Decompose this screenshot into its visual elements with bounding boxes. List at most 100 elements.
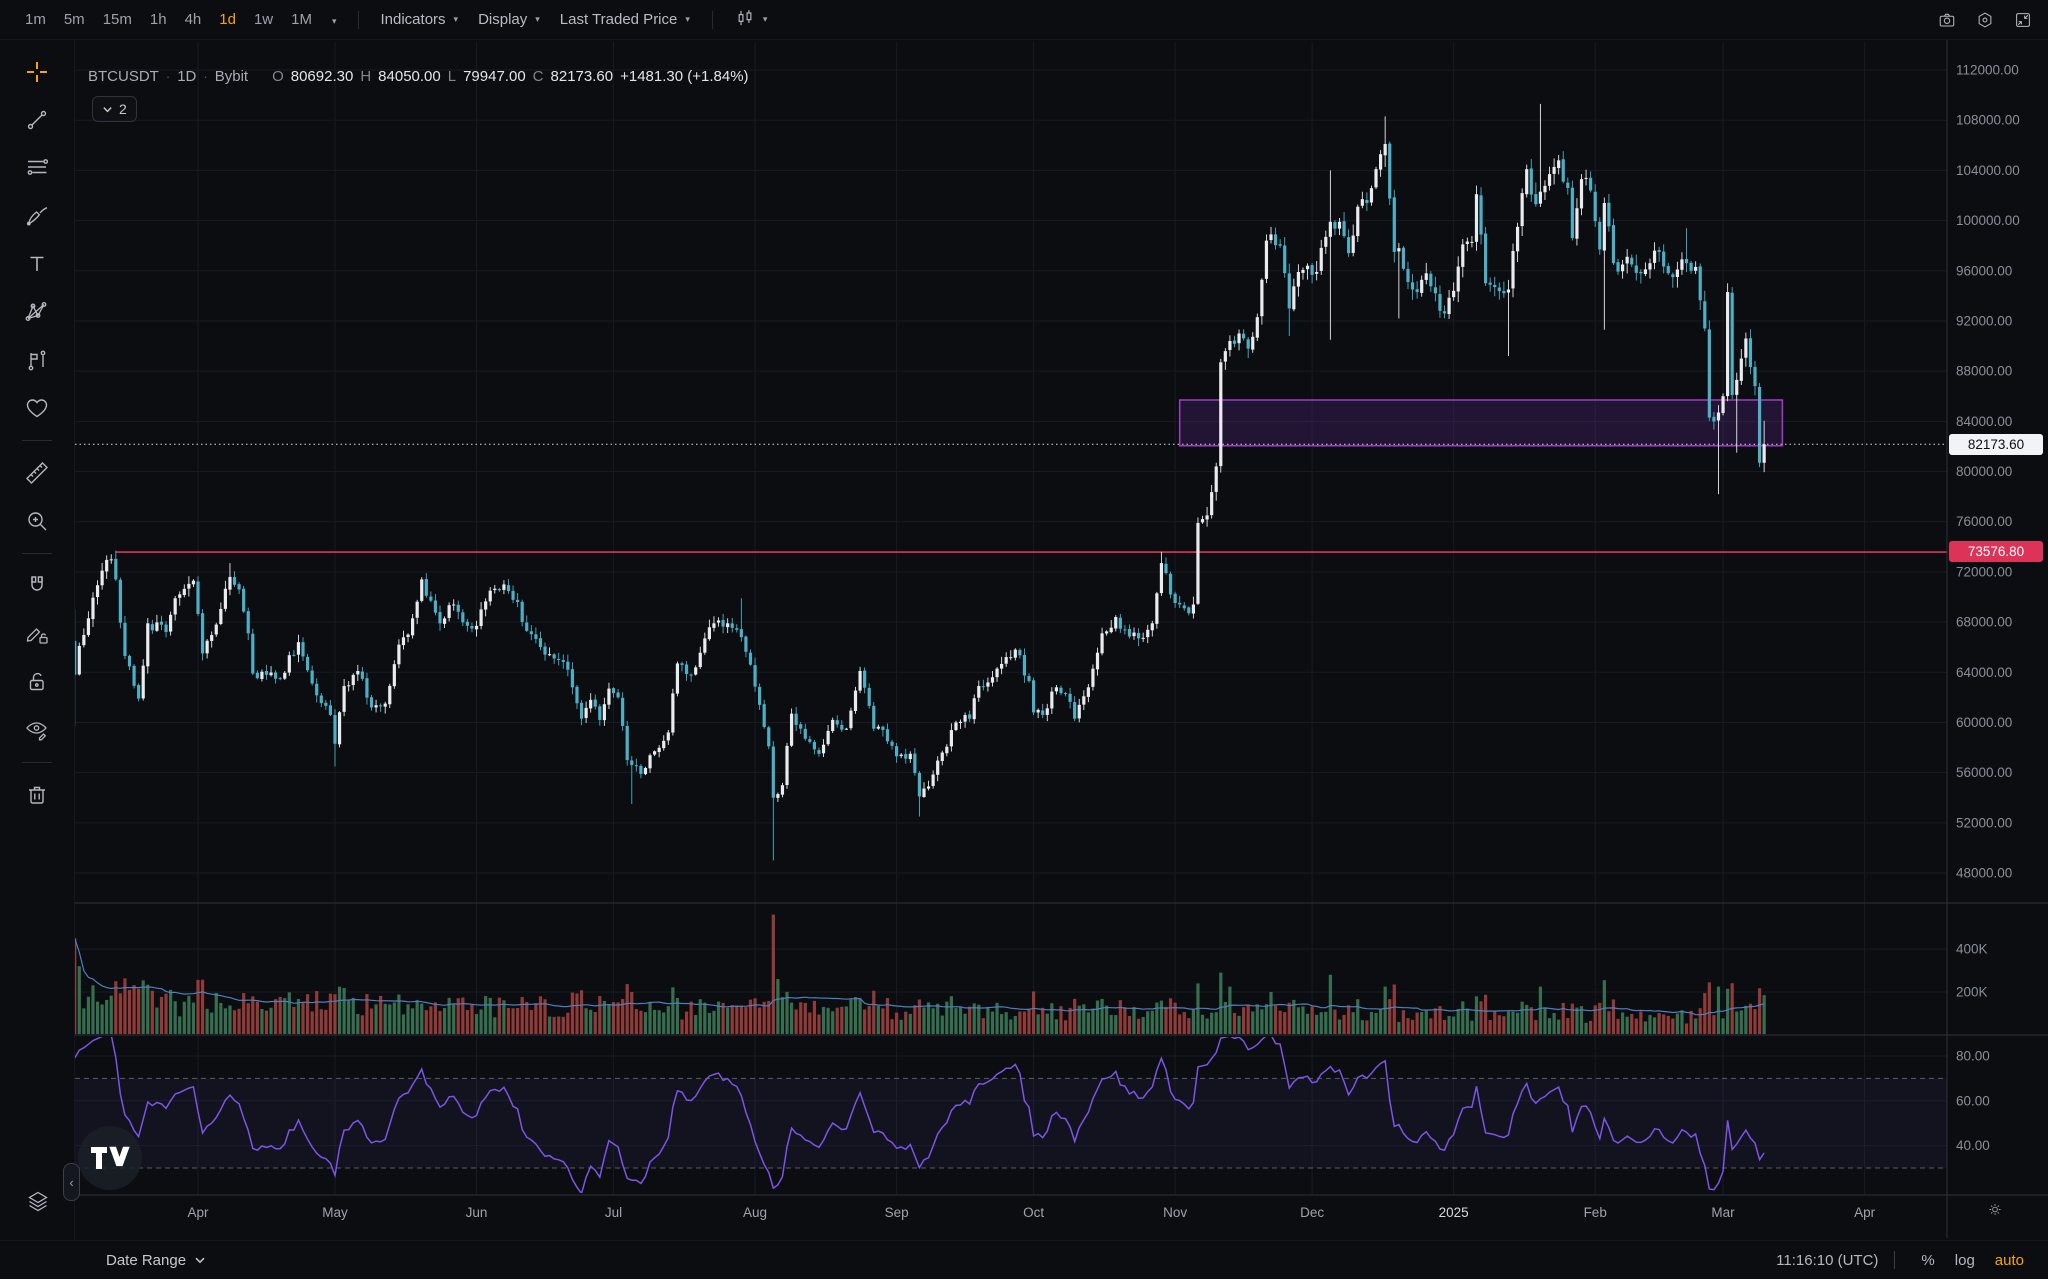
screenshot-camera-button[interactable] xyxy=(1932,5,1962,35)
display-button[interactable]: Display ▾ xyxy=(468,8,550,31)
clock-utc[interactable]: 11:16:10 (UTC) xyxy=(1776,1251,1879,1269)
timeframe-button-1M[interactable]: 1M xyxy=(282,8,321,31)
svg-text:80000.00: 80000.00 xyxy=(1956,464,2012,479)
svg-text:108000.00: 108000.00 xyxy=(1956,113,2020,128)
trend-line-tool-button[interactable] xyxy=(15,98,59,142)
timeframe-button-1m[interactable]: 1m xyxy=(16,8,55,31)
pane-borders xyxy=(0,40,2048,1238)
price-mode-label: Last Traded Price xyxy=(559,11,678,28)
svg-text:Aug: Aug xyxy=(743,1205,767,1220)
drawing-mode-lock-button[interactable] xyxy=(15,612,59,656)
display-label: Display xyxy=(478,11,528,28)
magnet-mode-button[interactable] xyxy=(15,564,59,608)
svg-text:52000.00: 52000.00 xyxy=(1956,815,2012,830)
chevron-down-icon: ▾ xyxy=(535,14,540,24)
zoom-in-tool-button[interactable] xyxy=(15,499,59,543)
svg-text:Apr: Apr xyxy=(187,1205,209,1220)
timeframe-button-1h[interactable]: 1h xyxy=(141,8,176,31)
zone-rectangle-drawing xyxy=(1178,399,1784,447)
percent-scale-button[interactable]: % xyxy=(1911,1250,1944,1271)
svg-text:200K: 200K xyxy=(1956,985,1988,1000)
svg-text:72000.00: 72000.00 xyxy=(1956,564,2012,579)
emoji-heart-tool-button[interactable] xyxy=(15,386,59,430)
svg-text:Jun: Jun xyxy=(466,1205,488,1220)
volume-ma-line xyxy=(75,938,1765,1016)
toolbar-divider xyxy=(1894,1251,1896,1269)
crosshair-tool-button[interactable] xyxy=(15,50,59,94)
svg-text:Sep: Sep xyxy=(885,1205,909,1220)
indicator-count-badge[interactable]: 2 xyxy=(92,96,137,122)
timeframe-button-5m[interactable]: 5m xyxy=(55,8,94,31)
chart-style-button[interactable]: ▾ xyxy=(725,5,778,35)
price-mode-button[interactable]: Last Traded Price ▾ xyxy=(550,8,700,31)
chevron-down-icon: ▾ xyxy=(453,14,459,24)
axis-settings-sun-icon[interactable] xyxy=(1982,1196,2008,1222)
chevron-down-icon: ▾ xyxy=(685,14,690,24)
collapse-pane-button[interactable]: ‹ xyxy=(63,1163,80,1201)
svg-text:88000.00: 88000.00 xyxy=(1956,364,2012,379)
toolbar-divider xyxy=(22,553,52,554)
last-price-axis-label: 82173.60 xyxy=(1949,434,2043,455)
hide-drawings-eye-button[interactable] xyxy=(15,708,59,752)
timeframe-group: 1m 5m 15m 1h 4h 1d 1w 1M xyxy=(16,8,321,31)
svg-text:56000.00: 56000.00 xyxy=(1956,765,2012,780)
chevron-down-icon: ▾ xyxy=(762,14,768,24)
svg-text:64000.00: 64000.00 xyxy=(1956,665,2012,680)
ohlc-open-value: 80692.30 xyxy=(290,68,354,85)
date-range-label: Date Range xyxy=(106,1251,187,1269)
lock-all-drawings-button[interactable] xyxy=(15,660,59,704)
svg-text:Feb: Feb xyxy=(1584,1205,1607,1220)
svg-text:112000.00: 112000.00 xyxy=(1956,63,2019,78)
legend-separator: · xyxy=(203,69,208,84)
date-range-button[interactable]: Date Range xyxy=(100,1251,212,1270)
object-tree-layers-button[interactable] xyxy=(16,1180,60,1224)
grid-layer xyxy=(75,42,1947,1195)
chevron-down-icon xyxy=(103,106,112,112)
log-scale-button[interactable]: log xyxy=(1945,1250,1985,1271)
svg-text:2025: 2025 xyxy=(1439,1205,1469,1220)
symbol-legend[interactable]: BTCUSDT · 1D · Bybit O 80692.30 H 84050.00… xyxy=(88,68,749,85)
svg-text:60000.00: 60000.00 xyxy=(1956,715,2012,730)
measure-ruler-tool-button[interactable] xyxy=(15,451,59,495)
indicators-button[interactable]: Indicators ▾ xyxy=(371,8,469,31)
svg-text:Jul: Jul xyxy=(605,1205,622,1220)
volume-layer xyxy=(75,914,1766,1034)
svg-text:68000.00: 68000.00 xyxy=(1956,615,2012,630)
drawing-toolbar xyxy=(0,40,75,1240)
timeframe-button-1w[interactable]: 1w xyxy=(245,8,282,31)
chevron-down-icon: ▾ xyxy=(331,16,337,26)
rsi-band-layer xyxy=(75,1077,1947,1169)
exit-fullscreen-button[interactable] xyxy=(2008,5,2038,35)
ohlc-close-label: C xyxy=(532,68,544,85)
brush-tool-button[interactable] xyxy=(15,194,59,238)
alert-price-axis-label: 73576.80 xyxy=(1949,541,2043,562)
toolbar-right-icons xyxy=(1932,0,2038,40)
remove-drawings-trash-button[interactable] xyxy=(15,773,59,817)
rsi-line xyxy=(75,1037,1765,1193)
xabcd-pattern-tool-button[interactable] xyxy=(15,290,59,334)
timeframe-button-4h[interactable]: 4h xyxy=(176,8,211,31)
indicators-label: Indicators xyxy=(380,11,446,28)
svg-text:May: May xyxy=(322,1205,348,1220)
timeframe-button-15m[interactable]: 15m xyxy=(94,8,141,31)
bottom-toolbar: Date Range 11:16:10 (UTC) % log auto xyxy=(0,1240,2048,1279)
timeframe-button-1d[interactable]: 1d xyxy=(210,8,245,31)
axis-labels: 112000.00 108000.00 104000.00 100000.00 9600… xyxy=(187,63,2019,1221)
auto-scale-button[interactable]: auto xyxy=(1985,1250,2034,1271)
forecast-position-tool-button[interactable] xyxy=(15,338,59,382)
svg-text:Mar: Mar xyxy=(1711,1205,1735,1220)
parallel-lines-tool-button[interactable] xyxy=(15,146,59,190)
candles-layer xyxy=(75,103,1766,861)
text-tool-button[interactable] xyxy=(15,242,59,286)
svg-text:76000.00: 76000.00 xyxy=(1956,514,2012,529)
chevron-down-icon xyxy=(195,1257,205,1264)
svg-text:60.00: 60.00 xyxy=(1956,1093,1990,1108)
svg-text:84000.00: 84000.00 xyxy=(1956,414,2012,429)
settings-gear-button[interactable] xyxy=(1970,5,2000,35)
indicator-count-value: 2 xyxy=(119,101,127,117)
svg-text:92000.00: 92000.00 xyxy=(1956,313,2012,328)
svg-text:48000.00: 48000.00 xyxy=(1956,866,2012,881)
timeframe-dropdown-button[interactable]: ▾ xyxy=(321,8,346,31)
